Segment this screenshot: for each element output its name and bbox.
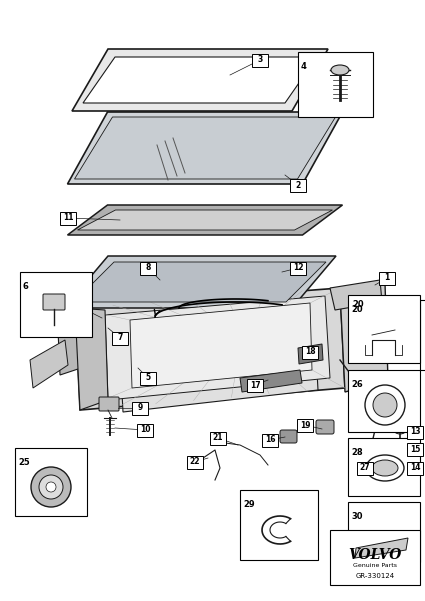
Text: 24: 24 — [424, 305, 425, 314]
Bar — [290, 261, 306, 275]
Bar — [298, 52, 373, 117]
Bar — [348, 295, 420, 363]
FancyBboxPatch shape — [316, 420, 334, 434]
FancyBboxPatch shape — [43, 294, 65, 310]
Text: 16: 16 — [265, 436, 275, 445]
FancyBboxPatch shape — [99, 397, 119, 411]
Circle shape — [373, 393, 397, 417]
Bar — [60, 212, 76, 225]
Text: 1: 1 — [384, 273, 390, 282]
Text: 15: 15 — [410, 445, 420, 454]
Bar — [252, 53, 268, 67]
Polygon shape — [340, 283, 388, 392]
Polygon shape — [74, 262, 326, 302]
Text: 21: 21 — [213, 433, 223, 442]
Bar — [348, 502, 420, 562]
Ellipse shape — [331, 65, 349, 75]
Polygon shape — [74, 117, 335, 179]
Text: 10: 10 — [140, 426, 150, 435]
Text: 20: 20 — [352, 300, 364, 309]
Polygon shape — [30, 340, 68, 388]
Text: 17: 17 — [249, 380, 260, 389]
Text: 5: 5 — [145, 373, 150, 382]
Bar — [247, 379, 263, 391]
Polygon shape — [68, 205, 343, 235]
Text: 26: 26 — [351, 380, 363, 389]
Circle shape — [365, 385, 405, 425]
Bar — [187, 456, 203, 469]
Circle shape — [31, 467, 71, 507]
Bar — [379, 272, 395, 284]
Circle shape — [46, 482, 56, 492]
Ellipse shape — [397, 428, 403, 432]
Bar — [132, 401, 148, 415]
Polygon shape — [75, 308, 108, 410]
Polygon shape — [75, 288, 345, 410]
Text: VOLVO: VOLVO — [348, 548, 402, 562]
Bar — [137, 424, 153, 436]
Polygon shape — [72, 49, 328, 111]
Text: 2: 2 — [295, 180, 300, 189]
Text: 14: 14 — [410, 463, 420, 472]
Polygon shape — [355, 538, 408, 558]
Text: 13: 13 — [410, 427, 420, 436]
Bar — [20, 272, 92, 337]
Polygon shape — [120, 335, 318, 412]
Text: 22: 22 — [190, 457, 200, 466]
Bar — [140, 371, 156, 385]
Polygon shape — [64, 256, 336, 308]
Bar — [240, 490, 318, 560]
Text: 8: 8 — [145, 263, 151, 272]
Ellipse shape — [394, 426, 406, 434]
Polygon shape — [83, 57, 317, 103]
Bar — [15, 448, 87, 516]
Text: 3: 3 — [258, 55, 263, 64]
Polygon shape — [77, 210, 332, 230]
Polygon shape — [240, 370, 302, 392]
FancyBboxPatch shape — [280, 430, 297, 443]
Polygon shape — [68, 112, 343, 184]
Polygon shape — [298, 344, 323, 364]
Text: 19: 19 — [300, 421, 310, 430]
Bar — [407, 426, 423, 439]
Bar — [348, 370, 420, 432]
Polygon shape — [58, 318, 105, 375]
Circle shape — [39, 475, 63, 499]
Text: 30: 30 — [351, 512, 363, 521]
Text: 23: 23 — [424, 330, 425, 339]
Polygon shape — [130, 303, 312, 388]
Bar — [407, 442, 423, 456]
Text: 4: 4 — [301, 62, 307, 71]
Bar — [348, 438, 420, 496]
Text: 28: 28 — [351, 448, 363, 457]
Ellipse shape — [366, 455, 404, 481]
Bar — [302, 346, 318, 359]
Text: 11: 11 — [63, 213, 73, 222]
Text: GR-330124: GR-330124 — [355, 573, 394, 579]
Text: 9: 9 — [137, 403, 143, 412]
Bar — [262, 433, 278, 447]
Bar — [290, 178, 306, 192]
Text: 27: 27 — [360, 463, 370, 472]
Bar — [407, 462, 423, 475]
Bar — [357, 462, 373, 475]
Text: 20: 20 — [351, 305, 363, 314]
Bar — [297, 418, 313, 432]
Bar — [420, 300, 425, 370]
Polygon shape — [330, 280, 382, 310]
Bar — [330, 530, 420, 585]
Text: 25: 25 — [18, 458, 30, 467]
Polygon shape — [105, 296, 330, 400]
Ellipse shape — [372, 460, 398, 476]
Text: Genuine Parts: Genuine Parts — [353, 563, 397, 568]
Text: 7: 7 — [117, 334, 123, 343]
Text: 29: 29 — [243, 500, 255, 509]
Text: 18: 18 — [305, 347, 315, 356]
Bar — [210, 432, 226, 445]
Text: 12: 12 — [293, 263, 303, 272]
Bar — [112, 332, 128, 344]
Text: 6: 6 — [23, 282, 29, 291]
Bar — [140, 261, 156, 275]
Ellipse shape — [395, 447, 405, 454]
